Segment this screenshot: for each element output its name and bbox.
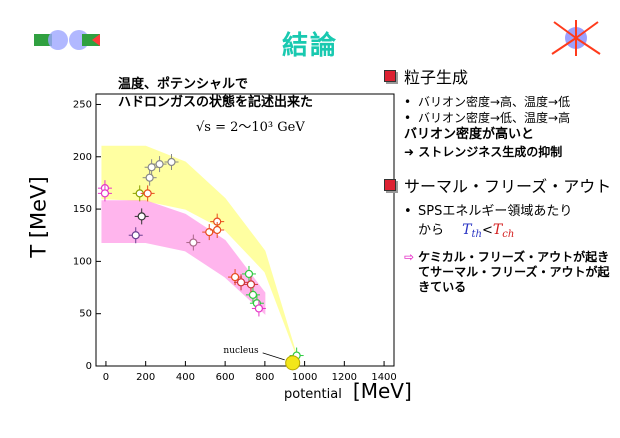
note-text: ケミカル・フリーズ・アウトが起きてサーマル・フリーズ・アウトが起きている <box>418 250 610 294</box>
list-item-text: から <box>418 223 445 238</box>
explosion-icon <box>551 20 601 56</box>
list-item: バリオン密度→高、温度→低 <box>404 94 616 110</box>
note-item: ⇨ ケミカル・フリーズ・アウトが起きてサーマル・フリーズ・アウトが起きている <box>404 250 616 295</box>
x-tick-label: 1000 <box>292 372 317 383</box>
data-point <box>100 189 110 198</box>
list-item: SPSエネルギー領域あたり から Tth<Tch <box>404 203 616 244</box>
data-point <box>155 159 164 169</box>
data-point <box>230 272 240 282</box>
nucleus-marker <box>285 355 301 371</box>
section-thermal-freezeout: サーマル・フリーズ・アウト <box>384 173 616 197</box>
temperature-relation: Tth<Tch <box>462 222 515 240</box>
x-axis-label: potential [MeV] <box>284 379 412 403</box>
plot-annotation: 温度、ポテンシャルで ハドロンガスの状態を記述出来た <box>118 76 313 112</box>
annotation-line1: 温度、ポテンシャルで <box>118 77 249 92</box>
data-point <box>145 173 154 182</box>
x-tick-label: 400 <box>176 372 195 383</box>
y-tick-label: 50 <box>79 309 92 320</box>
x-tick-label: 1200 <box>332 372 357 383</box>
data-point <box>244 269 254 279</box>
plot-frame <box>95 93 395 367</box>
data-point <box>189 238 198 247</box>
list-item-line: から Tth<Tch <box>418 221 616 244</box>
data-point <box>236 278 246 287</box>
x-tick-label: 800 <box>255 372 274 383</box>
slide-title: 結論 <box>281 31 338 61</box>
x-tick-label: 1400 <box>371 372 396 383</box>
data-point <box>213 225 222 235</box>
data-point <box>167 157 176 167</box>
y-tick-label: 250 <box>73 99 92 110</box>
statement: バリオン密度が高いと <box>404 127 535 142</box>
x-axis-unit: [MeV] <box>352 379 412 403</box>
collision-left-icon <box>34 30 100 50</box>
y-tick-label: 150 <box>73 204 92 215</box>
section-particle-production: 粒子生成 <box>384 64 616 88</box>
bullet-square-icon <box>384 70 396 82</box>
less-than: < <box>481 223 493 238</box>
annotation-line2: ハドロンガスの状態を記述出来た <box>118 95 314 110</box>
data-point <box>248 290 258 299</box>
section-title: サーマル・フリーズ・アウト <box>404 177 612 196</box>
data-point <box>147 163 156 172</box>
y-tick-label: 0 <box>86 361 92 372</box>
data-point <box>137 212 146 221</box>
t-chemical: T <box>492 222 503 238</box>
x-tick-label: 600 <box>216 372 235 383</box>
chart: 0 200 400 600 800 1000 1200 1400 0 50 100 150 200 250… <box>73 93 397 383</box>
nucleus-arrow <box>262 352 285 361</box>
band-1 <box>101 200 266 315</box>
arrow-icon: ⇨ <box>404 250 415 264</box>
list-item: バリオン密度→低、温度→高 <box>404 110 616 126</box>
nucleus-label: nucleus <box>223 346 259 356</box>
x-tick-label: 0 <box>103 372 109 383</box>
x-tick-label: 200 <box>136 372 155 383</box>
list-item-line: SPSエネルギー領域あたり <box>418 204 573 219</box>
x-axis-label-text: potential <box>284 387 342 402</box>
data-point <box>254 304 264 313</box>
t-thermal: T <box>462 222 472 238</box>
statement-arrow: ➜ ストレンジネス生成の抑制 <box>404 145 563 159</box>
y-tick-label: 100 <box>73 256 92 267</box>
t-thermal-sub: th <box>471 229 482 240</box>
t-chemical-sub: ch <box>502 229 515 240</box>
energy-formula: √s = 2〜10³ GeV <box>196 120 305 135</box>
bullet-square-icon <box>384 179 396 191</box>
y-tick-label: 200 <box>73 152 92 163</box>
data-point <box>246 280 256 289</box>
section-title: 粒子生成 <box>404 68 469 87</box>
conclusion-panel: 粒子生成 バリオン密度→高、温度→低 バリオン密度→低、温度→高 バリオン密度が… <box>384 64 616 295</box>
data-point <box>131 231 140 240</box>
y-axis-label: T [MeV] <box>26 176 51 258</box>
data-point <box>143 189 152 198</box>
